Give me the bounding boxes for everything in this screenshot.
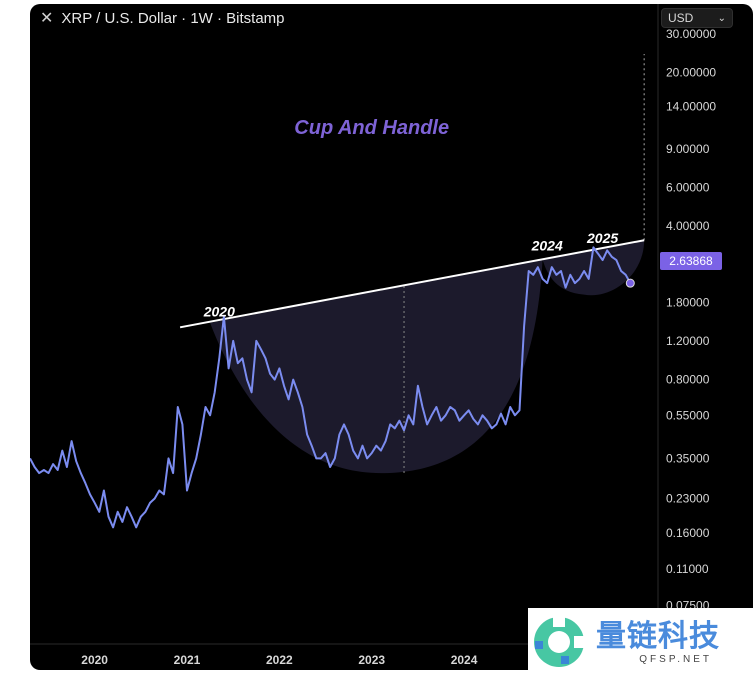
y-tick-label: 4.00000 [666,219,710,233]
price-series [30,246,635,529]
y-tick-label: 0.80000 [666,373,710,387]
x-tick-label: 2020 [81,653,108,667]
x-tick-label: 2022 [266,653,293,667]
chart-panel: 30.00000 20.00000 14.00000 9.00000 6.00000 4.… [30,4,753,670]
cup-body [210,259,543,474]
watermark: 量链科技 QFSP.NET [528,608,755,676]
brand-logo-icon [534,615,586,667]
x-tick-label: 2021 [174,653,201,667]
chart-title: XRP / U.S. Dollar · 1W · Bitstamp [61,9,285,27]
year-label: 2025 [586,230,618,246]
cup-shape [210,240,645,474]
y-tick-label: 20.00000 [666,66,716,80]
y-tick-label: 9.00000 [666,142,710,156]
y-tick-label: 1.80000 [666,295,710,309]
y-tick-label: 6.00000 [666,180,710,194]
chevron-down-icon: ⌄ [717,12,726,24]
y-tick-label: 14.00000 [666,100,716,114]
close-icon[interactable]: ✕ [40,10,54,27]
current-price-badge: 2.63868 [660,252,722,270]
guide-lines [179,54,645,474]
price-chart[interactable]: 30.00000 20.00000 14.00000 9.00000 6.00000 4.… [30,4,753,670]
pattern-label: Cup And Handle [294,117,449,139]
y-tick-label: 0.23000 [666,491,710,505]
year-label: 2024 [531,237,563,253]
watermark-brand: 量链科技 [596,619,720,653]
watermark-url: QFSP.NET [639,653,712,665]
y-tick-label: 0.16000 [666,526,710,540]
last-price-dot [625,278,635,288]
year-label: 2020 [203,304,235,320]
currency-select[interactable]: USD ⌄ [661,8,733,28]
price-line [30,246,632,529]
y-tick-label: 0.55000 [666,408,710,422]
axes: 30.00000 20.00000 14.00000 9.00000 6.00000 4.… [30,4,716,667]
y-tick-label: 0.35000 [666,451,710,465]
annotations: Cup And Handle 2020 2024 2025 [203,117,619,319]
x-tick-label: 2024 [451,653,478,667]
resistance-trendline [179,239,645,329]
x-tick-label: 2023 [358,653,385,667]
currency-label: USD [668,11,694,25]
y-tick-label: 1.20000 [666,334,710,348]
y-tick-label: 30.00000 [666,27,716,41]
chart-header: ✕ XRP / U.S. Dollar · 1W · Bitstamp [40,8,285,28]
y-tick-label: 0.11000 [666,562,709,576]
